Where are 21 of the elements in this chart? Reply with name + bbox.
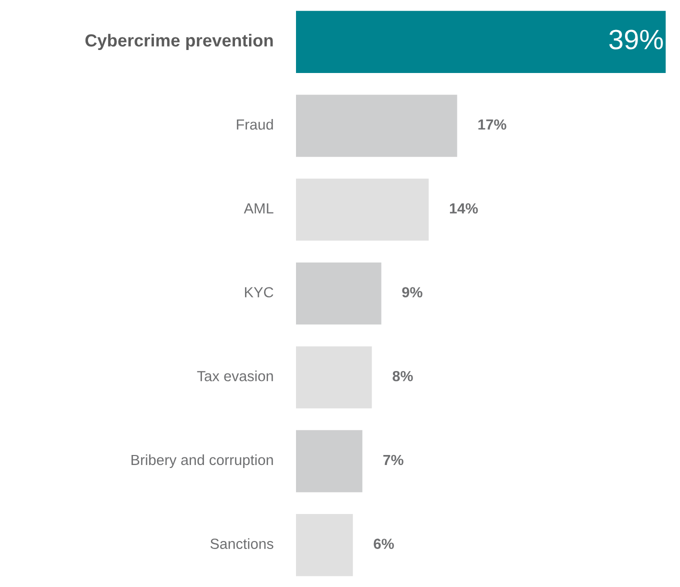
data-label: 17% — [478, 119, 506, 130]
data-label: 9% — [402, 287, 422, 298]
y-tick-label: AML — [244, 203, 274, 214]
bar — [296, 10, 666, 73]
data-label: 6% — [374, 538, 394, 549]
data-label: 8% — [392, 370, 413, 382]
bar — [296, 94, 458, 157]
bar — [296, 178, 429, 241]
data-label: 14% — [450, 203, 478, 214]
y-tick-label: Tax evasion — [197, 370, 273, 382]
bar — [296, 346, 372, 408]
bar — [296, 430, 362, 492]
y-tick-label: KYC — [245, 287, 274, 298]
data-label: 7% — [383, 454, 404, 466]
y-tick-label: Fraud — [236, 118, 273, 130]
bar — [296, 514, 353, 576]
y-tick-label: Sanctions — [210, 538, 274, 549]
bar — [296, 262, 382, 325]
y-tick-label: Cybercrime prevention — [85, 34, 273, 50]
y-tick-label: Bribery and corruption — [132, 454, 273, 468]
data-label: 39% — [609, 30, 663, 50]
